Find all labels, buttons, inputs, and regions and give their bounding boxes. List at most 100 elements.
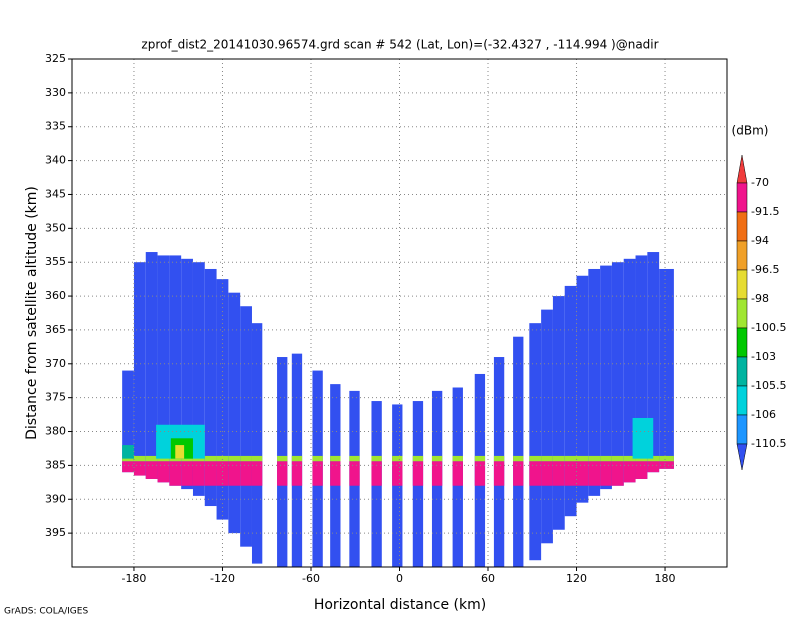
x-tick-label: 0 (396, 572, 403, 585)
rim-band (611, 455, 624, 462)
surface-band (564, 461, 577, 486)
data-column (635, 255, 648, 479)
colorbar-segment (736, 414, 748, 445)
surface-band (513, 461, 524, 486)
surface-band (122, 461, 134, 473)
colorbar-label: -70 (751, 176, 769, 189)
surface-band (349, 461, 360, 486)
surface-band (647, 461, 660, 473)
surface-band (588, 461, 601, 486)
rim-band (216, 455, 229, 462)
colorbar-segment (736, 211, 748, 242)
data-column (169, 255, 182, 486)
data-column (552, 296, 565, 530)
rim-band (251, 455, 263, 462)
y-axis-label: Distance from satellite altitude (km) (24, 186, 40, 440)
colorbar-label: -105.5 (751, 379, 786, 392)
rim-band (291, 455, 303, 462)
surface-band (251, 461, 263, 486)
rim-band (330, 455, 341, 462)
plot-frame (71, 58, 728, 568)
surface-band (240, 461, 252, 486)
surface-band (600, 461, 612, 486)
rim-band (588, 455, 601, 462)
chart-title: zprof_dist2_20141030.96574.grd scan # 54… (141, 38, 658, 52)
data-column (576, 275, 589, 503)
y-tick-label: 380 (45, 425, 66, 438)
y-tick-label: 340 (45, 154, 66, 167)
x-tick-label: 60 (481, 572, 495, 585)
y-tick-label: 385 (45, 458, 66, 471)
data-column (647, 252, 660, 473)
rim-band (240, 455, 252, 462)
surface-band (181, 461, 193, 486)
rim-band (371, 455, 382, 462)
y-tick-label: 325 (45, 52, 66, 65)
surface-band (157, 461, 170, 483)
data-column (122, 370, 134, 473)
rim-band (145, 455, 158, 462)
data-column (611, 262, 624, 486)
surface-band (192, 461, 205, 486)
data-column (541, 309, 553, 544)
rim-band (513, 455, 524, 462)
colorbar-segment (736, 443, 748, 471)
surface-band (216, 461, 229, 486)
colorbar-label: -98 (751, 292, 769, 305)
data-column (192, 262, 205, 496)
footer: GrADS: COLA/IGES (4, 607, 88, 617)
data-column (157, 255, 170, 483)
surface-band (635, 461, 648, 479)
surface-band (431, 461, 443, 486)
y-tick-label: 365 (45, 323, 66, 336)
surface-band (133, 461, 146, 476)
surface-band (204, 461, 217, 486)
rim-band (529, 455, 542, 462)
data-column (588, 268, 601, 496)
colorbar-label: -106 (751, 408, 776, 421)
data-column (204, 268, 217, 507)
surface-band (576, 461, 589, 486)
surface-band (312, 461, 323, 486)
data-column (251, 323, 263, 564)
colorbar-segment (736, 385, 748, 416)
y-tick-label: 355 (45, 255, 66, 268)
surface-band (452, 461, 463, 486)
surface-band (474, 461, 486, 486)
rim-band (564, 455, 577, 462)
x-tick-label: -120 (210, 572, 235, 585)
rim-band (493, 455, 505, 462)
rim-band (228, 455, 241, 462)
data-column (181, 258, 193, 490)
x-tick-label: -180 (121, 572, 146, 585)
data-column (600, 265, 612, 490)
surface-band (412, 461, 424, 486)
rim-band (349, 455, 360, 462)
surface-band (371, 461, 382, 486)
colorbar-segment (736, 356, 748, 387)
surface-band (611, 461, 624, 486)
data-column (228, 292, 241, 534)
surface-band (277, 461, 288, 486)
rim-band (623, 455, 636, 462)
rim-band (600, 455, 612, 462)
surface-band (541, 461, 553, 486)
surface-band (392, 461, 403, 486)
rim-band (204, 455, 217, 462)
colorbar-label: -94 (751, 234, 769, 247)
colorbar-segment (736, 182, 748, 213)
colorbar-segment (736, 327, 748, 358)
colorbar-label: -110.5 (751, 437, 786, 450)
colorbar-segment (736, 298, 748, 329)
rim-band (474, 455, 486, 462)
echo-feature (175, 445, 185, 459)
x-tick-label: 180 (655, 572, 676, 585)
y-tick-label: 350 (45, 221, 66, 234)
rim-band (392, 455, 403, 462)
data-column (240, 306, 252, 547)
y-tick-label: 360 (45, 289, 66, 302)
colorbar-segment (736, 269, 748, 300)
y-tick-label: 390 (45, 492, 66, 505)
surface-band (169, 461, 182, 486)
